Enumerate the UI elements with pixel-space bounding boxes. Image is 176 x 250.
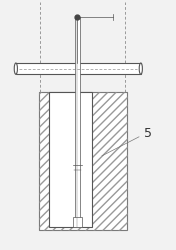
Ellipse shape [139, 64, 142, 75]
Text: 5: 5 [102, 126, 152, 156]
Ellipse shape [14, 64, 17, 75]
Bar [39, 92, 127, 230]
Bar [16, 64, 141, 75]
Bar [49, 92, 92, 228]
Bar [75, 18, 80, 228]
Bar [76, 158, 79, 228]
Bar [73, 218, 82, 228]
Bar [39, 92, 127, 230]
